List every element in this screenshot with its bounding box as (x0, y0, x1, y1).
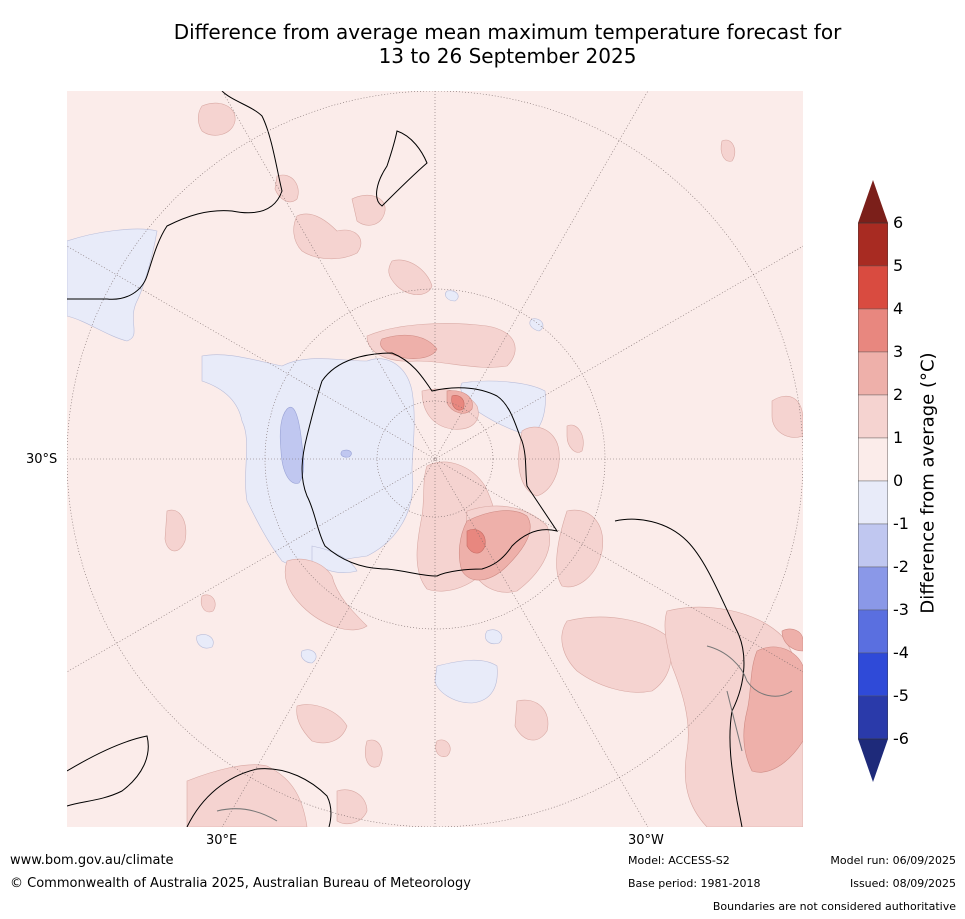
colorbar-tick-label: 6 (893, 213, 904, 232)
colorbar-bin (858, 222, 888, 267)
colorbar-tick-label: -3 (893, 600, 909, 619)
colorbar-tick-label: -6 (893, 729, 909, 748)
colorbar-tick-label: -2 (893, 557, 909, 576)
footer-issued: Issued: 08/09/2025 (849, 877, 956, 890)
colorbar-lower-extend (858, 739, 888, 782)
chart-title: Difference from average mean maximum tem… (40, 20, 965, 68)
colorbar-frame (858, 222, 888, 740)
colorbar-tick-label: 3 (893, 342, 904, 361)
colorbar-title: Difference from average (°C) (917, 352, 939, 614)
colorbar-bin (858, 308, 888, 353)
colorbar-bin (858, 652, 888, 697)
footer-disclaimer: Boundaries are not considered authoritat… (712, 900, 956, 913)
colorbar-bin (858, 523, 888, 568)
colorbar-tick-label: 2 (893, 385, 904, 404)
colorbar-tick-label: 1 (893, 428, 904, 447)
coastlines (67, 91, 745, 827)
longitude-label-30w: 30°W (628, 833, 664, 848)
colorbar-tick-label: -4 (893, 643, 909, 662)
footer-copyright: © Commonwealth of Australia 2025, Austra… (10, 876, 471, 891)
colorbar-bin (858, 480, 888, 525)
colorbar-bin (858, 351, 888, 396)
footer-model: Model: ACCESS-S2 (628, 854, 730, 867)
country-borders (216, 645, 793, 822)
footer-base-period: Base period: 1981-2018 (628, 877, 761, 890)
colorbar-tick-label: -5 (893, 686, 909, 705)
footer-model-run: Model run: 06/09/2025 (830, 854, 956, 867)
colorbar-bin (858, 566, 888, 611)
colorbar-bin (858, 394, 888, 439)
colorbar-tick-label: 5 (893, 256, 904, 275)
colorbar-segments (858, 222, 888, 740)
title-line-1: Difference from average mean maximum tem… (173, 20, 842, 44)
colorbar-bin (858, 695, 888, 740)
footer-url: www.bom.gov.au/climate (10, 853, 174, 868)
warm-anomaly-medium (380, 334, 803, 773)
colorbar-bin (858, 437, 888, 482)
map-background (67, 91, 803, 827)
colorbar-bin (858, 265, 888, 310)
longitude-label-30e: 30°E (206, 833, 238, 848)
colorbar-tick-label: 0 (893, 471, 904, 490)
title-line-2: 13 to 26 September 2025 (378, 44, 637, 68)
graticule (67, 91, 803, 827)
colorbar-tick-label: 4 (893, 299, 904, 318)
polar-map (67, 91, 803, 827)
colorbar-bin (858, 609, 888, 654)
colorbar-tick-label: -1 (893, 514, 909, 533)
colorbar (858, 180, 888, 782)
latitude-label-30s: 30°S (26, 452, 58, 467)
map-svg (67, 91, 803, 827)
cool-anomaly-deeper (279, 406, 352, 484)
warm-anomaly-high (451, 395, 486, 554)
colorbar-upper-extend (858, 180, 888, 223)
